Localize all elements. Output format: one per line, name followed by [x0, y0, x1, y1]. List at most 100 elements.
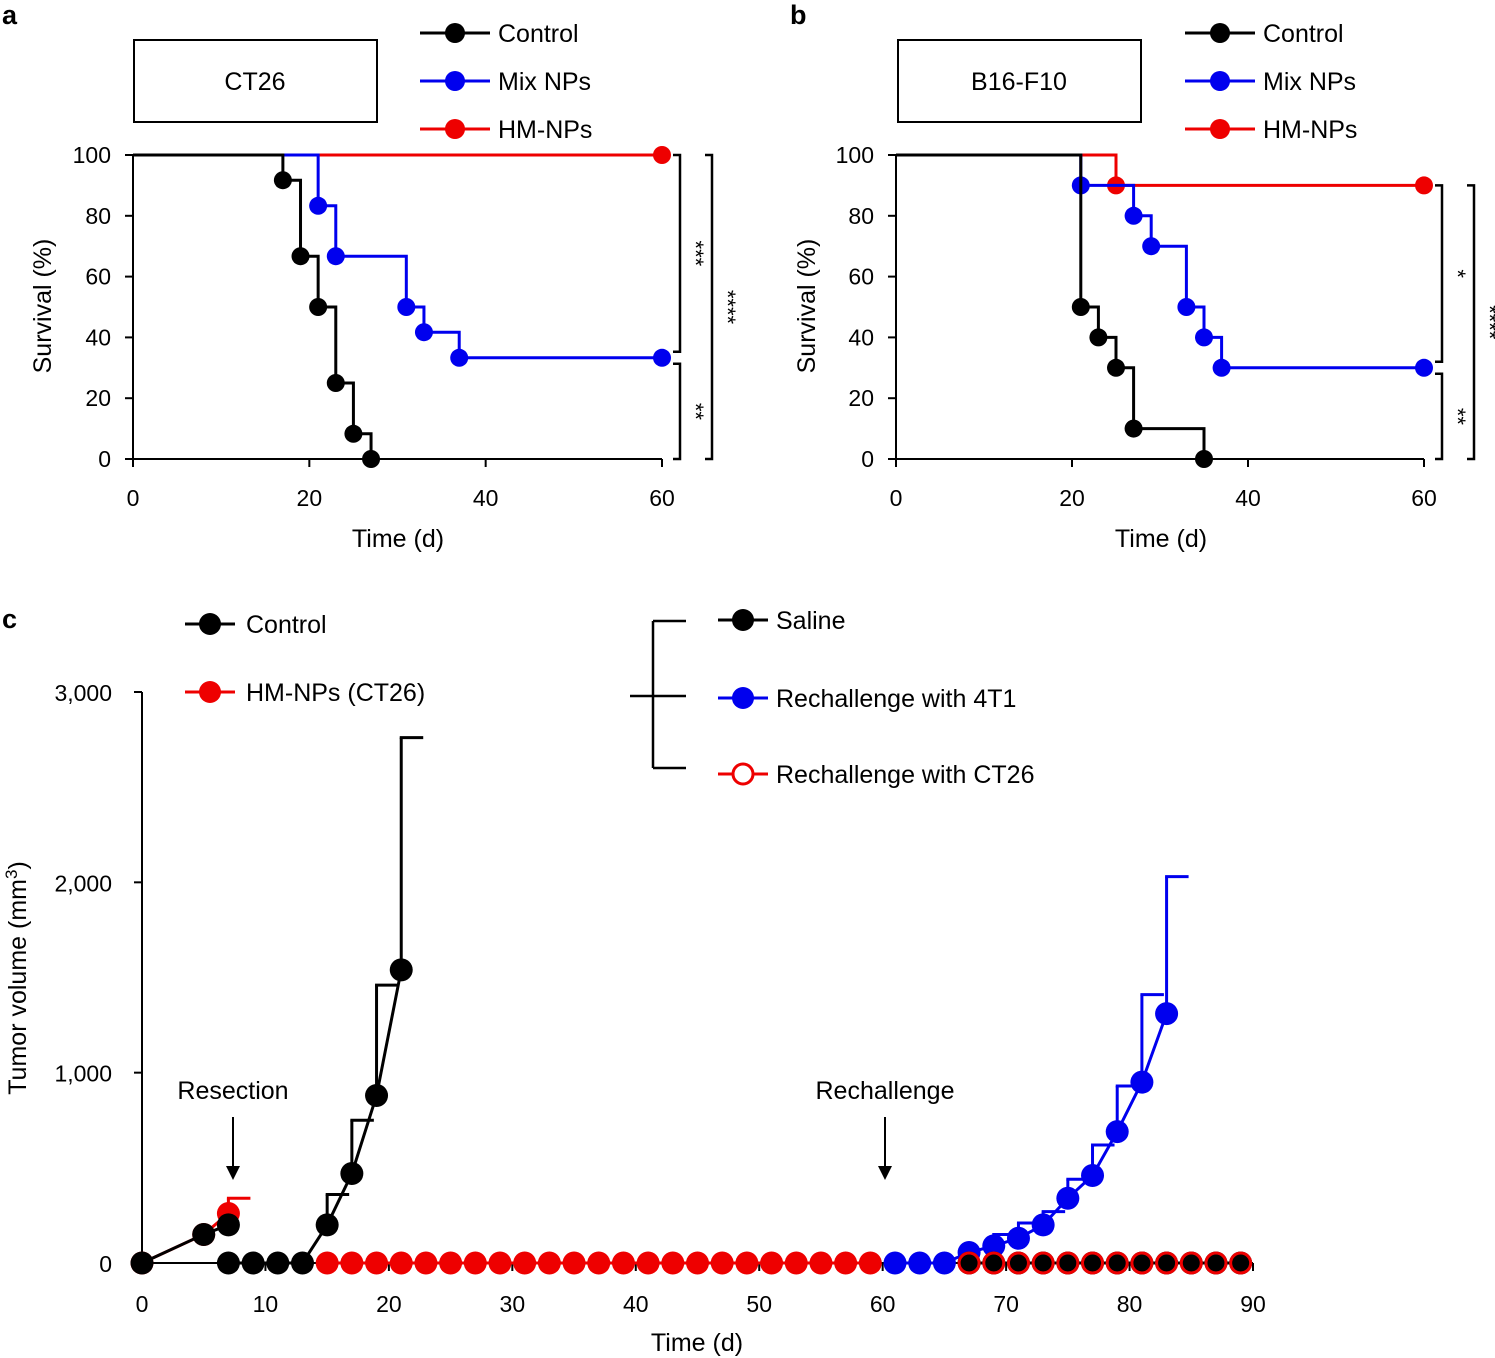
tumor-point-open-6: [1105, 1251, 1129, 1275]
tumor-point-3: [661, 1251, 685, 1275]
y-tick-label-c: 2,000: [54, 870, 112, 896]
legend-c-marker-control: [199, 613, 221, 635]
annotation-rechallenge-arrow-head: [878, 1166, 892, 1180]
tumor-point-3: [760, 1251, 784, 1275]
survival-line-a-1: [133, 153, 662, 360]
x-axis-title-a: Time (d): [352, 525, 444, 553]
tumor-point-open-6: [1130, 1251, 1154, 1275]
tumor-point-3: [587, 1251, 611, 1275]
tumor-point-5: [1031, 1251, 1055, 1275]
survival-point-b-1: [1142, 237, 1161, 256]
y-tick-label-b: 20: [848, 385, 874, 411]
survival-point-a-0: [344, 424, 363, 443]
survival-point-b-1: [1212, 358, 1231, 377]
tumor-point-2: [389, 958, 413, 982]
survival-point-a-1: [326, 247, 345, 266]
survival-point-a-1: [414, 323, 433, 342]
legend-b-marker-mix: [1210, 71, 1230, 91]
x-tick-label-c: 40: [623, 1291, 649, 1317]
tumor-point-3: [513, 1251, 537, 1275]
y-tick-label-b: 100: [836, 142, 874, 168]
tumor-point-3: [636, 1251, 660, 1275]
tumor-point-5: [1130, 1251, 1154, 1275]
tumor-point-4: [1105, 1120, 1129, 1144]
cell-line-box-b: [897, 39, 1142, 123]
survival-point-a-1: [653, 348, 671, 367]
tumor-point-2: [216, 1251, 240, 1275]
significance-bracket-b: [1435, 184, 1444, 364]
x-tick-label-c: 20: [376, 1291, 402, 1317]
panel-b: b B16-F10 Control Mix NPs HM-NPs 0 20 40 60…: [790, 0, 1495, 553]
survival-point-a-0: [291, 247, 310, 266]
legend-c-left: Control HM-NPs (CT26): [185, 611, 425, 707]
survival-point-a-0: [309, 298, 328, 316]
x-tick-label-c: 80: [1117, 1291, 1143, 1317]
tumor-point-open-6: [1031, 1251, 1055, 1275]
legend-b-marker-hm: [1210, 119, 1230, 139]
tumor-point-5: [1155, 1251, 1179, 1275]
survival-line-b-1: [896, 153, 1424, 370]
axes-c: 0 10 20 30 40 50 60 70 80 90 0 1,000 2,000 3,000: [54, 680, 1265, 1317]
y-tick-label-b: 80: [848, 203, 874, 229]
tumor-point-2: [290, 1251, 314, 1275]
y-tick-label-c: 0: [99, 1251, 112, 1277]
y-axis-title-c: Tumor volume (mm3): [2, 861, 33, 1095]
x-tick-label-a: 60: [649, 485, 675, 511]
survival-point-b-1: [1415, 358, 1433, 377]
significance-label-a: ***: [683, 241, 708, 267]
x-tick-label-b: 60: [1411, 485, 1437, 511]
significance-label-a: **: [683, 403, 708, 421]
legend-b-label-hm: HM-NPs: [1263, 116, 1357, 144]
tumor-point-2: [340, 1162, 364, 1186]
y-tick-label-a: 60: [85, 264, 111, 290]
y-tick-label-a: 0: [98, 446, 111, 472]
y-axis-title-a: Survival (%): [29, 239, 57, 374]
tumor-point-open-6: [1179, 1251, 1203, 1275]
y-tick-label-a: 80: [85, 203, 111, 229]
annotation-rechallenge: Rechallenge: [816, 1077, 955, 1105]
legend-b-label-control: Control: [1263, 20, 1344, 48]
x-tick-label-c: 90: [1240, 1291, 1266, 1317]
tumor-point-4: [908, 1251, 932, 1275]
tumor-point-3: [834, 1251, 858, 1275]
tumor-point-0: [130, 1251, 154, 1275]
survival-point-b-0: [1089, 328, 1108, 347]
tumor-point-open-6: [1229, 1251, 1253, 1275]
tumor-point-open-6: [1081, 1251, 1105, 1275]
tumor-point-3: [784, 1251, 808, 1275]
legend-a-label-control: Control: [498, 20, 579, 48]
survival-point-a-2: [653, 146, 671, 164]
cell-line-box-a: [133, 39, 378, 123]
tumor-point-3: [858, 1251, 882, 1275]
y-tick-label-b: 0: [861, 446, 874, 472]
tumor-point-3: [315, 1251, 339, 1275]
legend-c-right: Saline Rechallenge with 4T1 Rechallenge …: [630, 607, 1034, 789]
tumor-point-3: [340, 1251, 364, 1275]
panel-c: c Control HM-NPs (CT26) Saline Rechallen…: [2, 604, 1266, 1357]
annotation-resection-arrow-head: [226, 1166, 240, 1180]
y-tick-label-a: 100: [73, 142, 111, 168]
survival-point-b-0: [1071, 298, 1090, 316]
tumor-point-4: [1081, 1163, 1105, 1187]
tumor-point-3: [537, 1251, 561, 1275]
tumor-point-3: [611, 1251, 635, 1275]
survival-point-b-1: [1177, 298, 1196, 316]
x-tick-label-c: 30: [500, 1291, 526, 1317]
tumor-point-4: [1056, 1186, 1080, 1210]
y-tick-label-a: 40: [85, 324, 111, 350]
x-tick-label-c: 50: [746, 1291, 772, 1317]
tumor-point-5: [1105, 1251, 1129, 1275]
tumor-point-2: [241, 1251, 265, 1275]
legend-a-label-hm: HM-NPs: [498, 116, 592, 144]
legend-c-label-ct26: Rechallenge with CT26: [776, 761, 1034, 789]
tumor-point-3: [710, 1251, 734, 1275]
legend-a-label-mix: Mix NPs: [498, 68, 591, 96]
x-tick-label-a: 20: [297, 485, 323, 511]
series-b: [896, 153, 1433, 468]
x-tick-label-c: 10: [253, 1291, 279, 1317]
significance-a: *********: [673, 153, 740, 461]
tumor-point-3: [439, 1251, 463, 1275]
legend-c-marker-saline: [732, 609, 754, 631]
tumor-point-5: [1081, 1251, 1105, 1275]
